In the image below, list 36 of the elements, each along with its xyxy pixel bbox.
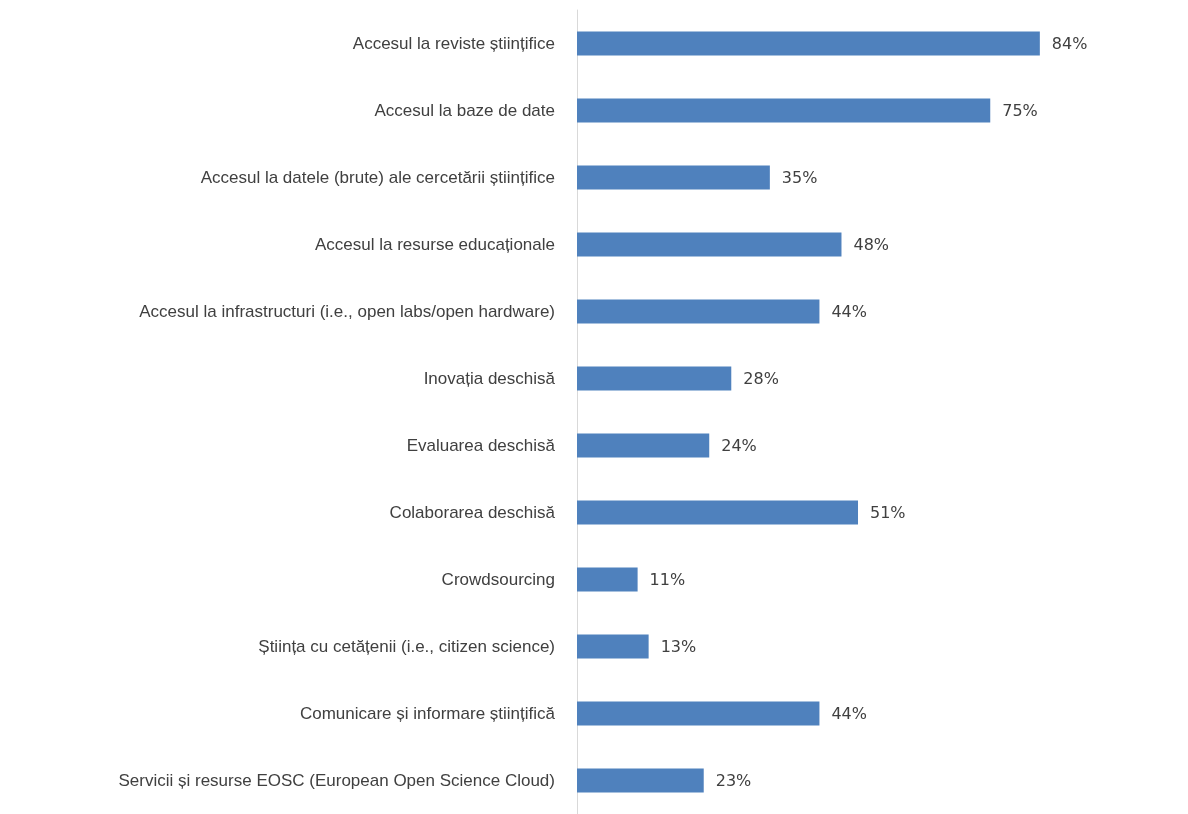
y-tick-label: Accesul la datele (brute) ale cercetării științifice bbox=[200, 168, 555, 187]
y-tick-label: Accesul la reviste științifice bbox=[352, 34, 555, 53]
data-label: 44% bbox=[831, 302, 867, 321]
y-tick-label: Evaluarea deschisă bbox=[406, 436, 556, 455]
bar bbox=[577, 500, 859, 525]
bar bbox=[577, 433, 710, 458]
data-label: 44% bbox=[831, 704, 867, 723]
bar bbox=[577, 31, 1040, 56]
bar bbox=[577, 567, 638, 592]
y-tick-label: Știința cu cetățenii (i.e., citizen science) bbox=[258, 637, 555, 656]
data-label: 84% bbox=[1051, 34, 1088, 53]
data-label: 23% bbox=[715, 771, 752, 790]
data-label: 28% bbox=[743, 369, 779, 388]
y-tick-label: Accesul la baze de date bbox=[374, 101, 555, 120]
bar bbox=[577, 634, 649, 659]
y-tick-label: Inovația deschisă bbox=[423, 369, 556, 388]
bar bbox=[577, 701, 820, 726]
y-tick-label: Accesul la resurse educaționale bbox=[314, 235, 555, 254]
bar bbox=[577, 299, 820, 324]
y-tick-label: Accesul la infrastructuri (i.e., open labs/open hardware) bbox=[139, 302, 555, 321]
y-tick-label: Comunicare și informare științifică bbox=[299, 704, 556, 723]
bar bbox=[577, 98, 991, 123]
data-label: 48% bbox=[853, 235, 890, 254]
data-label: 13% bbox=[660, 637, 697, 656]
y-tick-label: Colaborarea deschisă bbox=[389, 503, 556, 522]
data-label: 24% bbox=[721, 436, 757, 455]
data-label: 51% bbox=[870, 503, 906, 522]
data-label: 11% bbox=[649, 570, 686, 589]
y-tick-label: Servicii și resurse EOSC (European Open Science Cloud) bbox=[118, 771, 555, 790]
data-label: 75% bbox=[1002, 101, 1038, 120]
bar bbox=[577, 768, 704, 793]
bar bbox=[577, 232, 842, 257]
bar bbox=[577, 165, 770, 190]
y-tick-label: Crowdsourcing bbox=[441, 570, 555, 589]
bar bbox=[577, 366, 732, 391]
data-label: 35% bbox=[781, 168, 818, 187]
